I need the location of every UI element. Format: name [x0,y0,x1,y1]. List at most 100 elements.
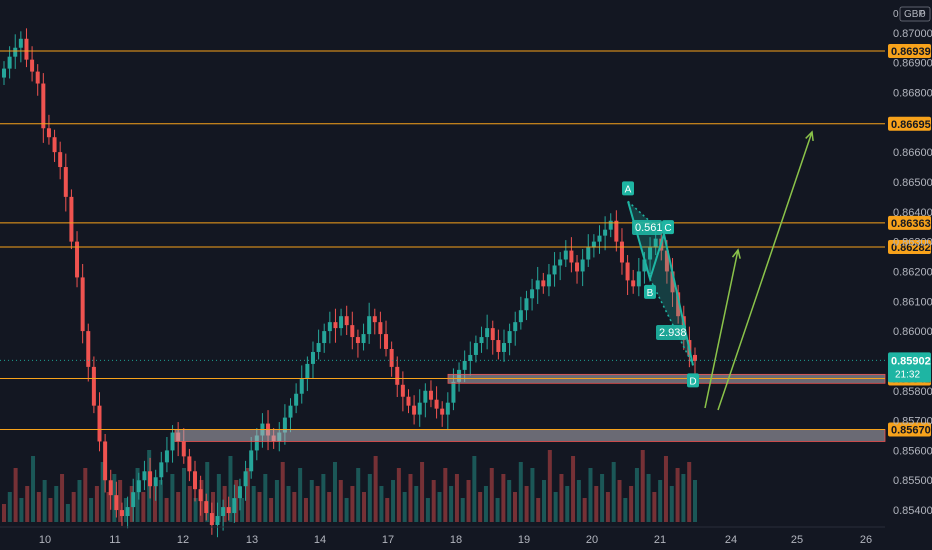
volume-bar [646,474,651,522]
candle-body [485,328,490,338]
volume-bar [327,492,332,522]
volume-bar [100,462,105,522]
volume-bar [565,486,570,522]
volume-bar [118,480,123,522]
currency-box [899,6,931,22]
time-tick-label: 20 [586,534,598,546]
price-tick-label: 0.85600 [893,445,932,457]
volume-bar [518,462,523,522]
time-tick-label: 12 [177,534,189,546]
candle-body [384,334,389,349]
candle-body [119,510,124,517]
volume-bar [205,462,210,522]
price-tick-label: 0.85400 [893,505,932,517]
price-tick-label: 0.86000 [893,326,932,338]
volume-bar [135,468,140,522]
volume-bar [576,480,581,522]
candle-body [322,331,327,344]
volume-bar [408,474,413,522]
volume-bar [425,498,430,522]
volume-bar [269,498,274,522]
volume-bar [675,468,680,522]
volume-bar [182,468,187,522]
volume-bar [362,492,367,522]
volume-bar [89,498,94,522]
candle-body [614,220,619,242]
candle-body [221,507,226,517]
volume-bar [547,450,552,522]
candle-body [58,152,63,168]
candle-body [288,405,293,418]
volume-bar [60,474,65,522]
volume-bar [332,462,337,522]
volume-bar [71,492,76,522]
candle-body [344,316,349,326]
current-price-label: 0.85902 [891,355,931,367]
volume-bar [640,450,645,522]
candle-body [479,337,484,344]
volume-bar [280,462,285,522]
candle-body [434,399,439,409]
volume-bar [216,474,221,522]
volume-bar [222,486,227,522]
volume-bar [559,474,564,522]
candle-body [193,471,198,490]
volume-bar [65,504,70,522]
candle-body [597,235,602,242]
candle-body [327,322,332,332]
candle-body [35,71,40,84]
pattern-point-badge [687,373,699,388]
candle-body [676,292,681,317]
candle-body [423,390,428,403]
candle-body [103,441,108,481]
price-tick-label: 0.86300 [893,237,932,249]
candle-body [389,348,394,367]
candle-body [13,47,18,57]
volume-bar [588,468,593,522]
volume-bar [385,498,390,522]
candle-body [187,456,192,472]
volume-bar [454,474,459,522]
pattern-point-badge [662,220,674,235]
pattern-point-label: D [689,376,696,387]
volume-bar [228,456,233,522]
level-lines: 0.869390.866950.863630.862820.858410.856… [0,44,931,437]
candle-body [350,325,355,338]
candle-body [75,241,80,278]
volume-bar [443,468,448,522]
volume-bar [344,498,349,522]
candle-body [41,83,46,129]
price-tick-label: 0.85700 [893,416,932,428]
volume-bar [158,480,163,522]
candle-body [653,238,658,248]
volume-bar [367,474,372,522]
candle-body [412,405,417,415]
candle-body [97,405,102,442]
candle-body [361,334,366,344]
pattern-point-badge [644,284,656,299]
volume-bar [211,492,216,522]
volume-bar [350,486,355,522]
candle-body [198,489,203,502]
volume-bar [524,486,529,522]
time-tick-label: 10 [39,534,51,546]
pattern-ratio-label: 0.561 [635,222,663,234]
volume-bar [652,492,657,522]
candle-body [204,501,209,514]
pattern-point-badge [622,181,634,196]
pattern-ratio-badge [656,325,686,340]
volume-bar [623,498,628,522]
volume-bar [507,480,512,522]
candle-body [355,337,360,344]
volume-bar [152,486,157,522]
level-badge-label: 0.85670 [891,425,931,437]
volume-bar [13,468,18,522]
scale-header[interactable]: 0 GBP 0 [893,6,931,22]
currency-label: GBP [904,9,925,20]
pattern-ratio-label: 2.938 [659,327,687,339]
candle-body [535,280,540,290]
volume-bar [687,462,692,522]
projection-arrows [704,130,814,411]
